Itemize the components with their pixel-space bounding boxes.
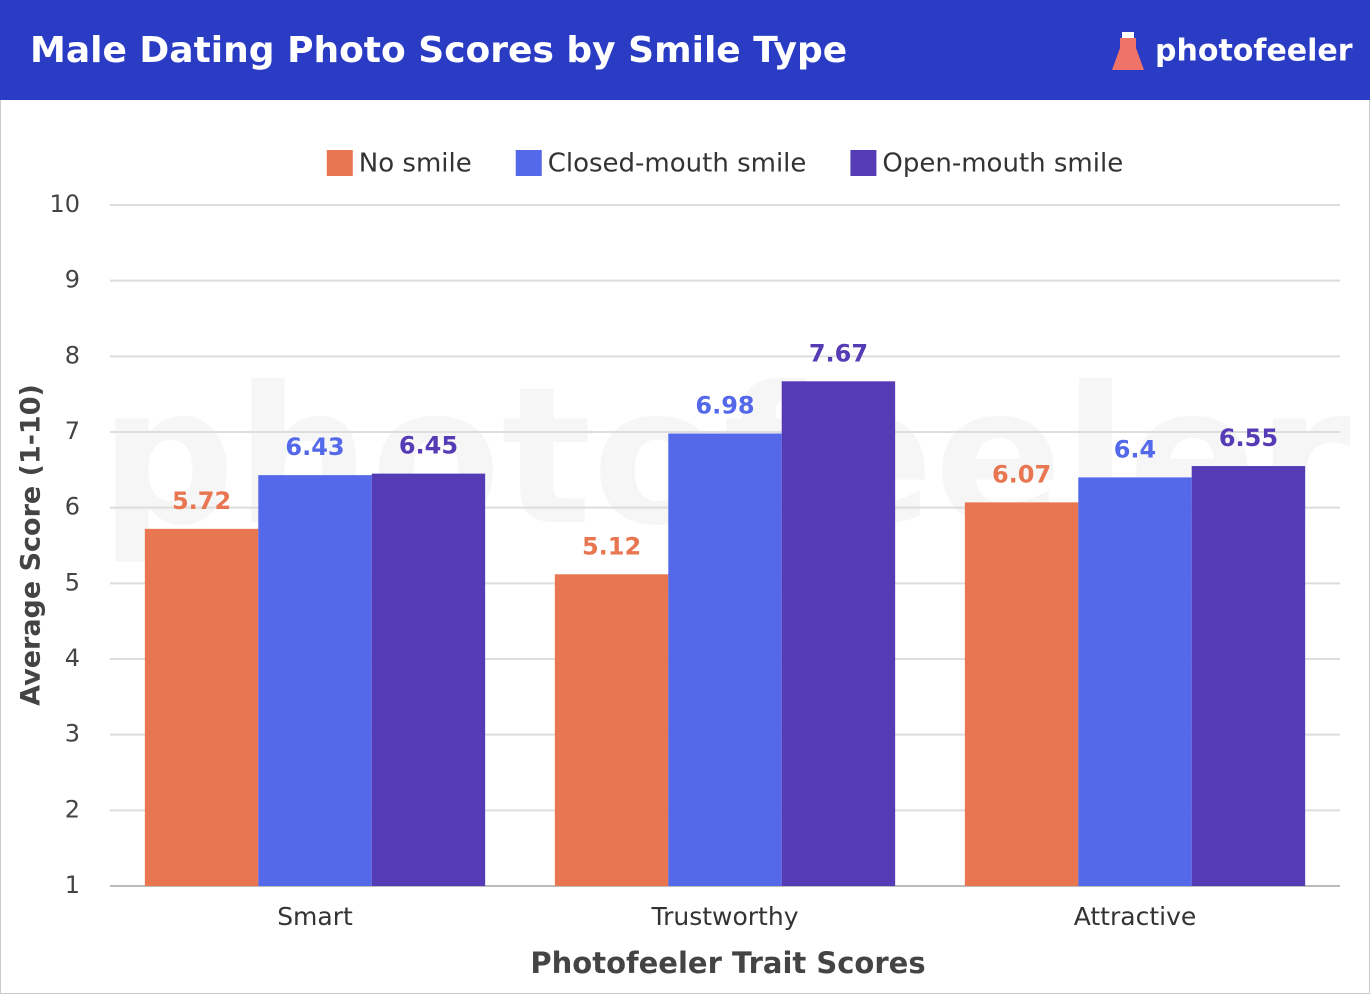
y-tick-label: 6 bbox=[65, 493, 80, 521]
data-label: 7.67 bbox=[809, 339, 868, 367]
data-label: 5.72 bbox=[172, 487, 231, 515]
y-tick-label: 5 bbox=[65, 568, 80, 596]
y-tick-label: 10 bbox=[49, 190, 80, 218]
bar bbox=[554, 574, 669, 886]
chart-title: Male Dating Photo Scores by Smile Type bbox=[30, 30, 847, 71]
bar bbox=[1078, 477, 1192, 886]
data-label: 6.98 bbox=[695, 392, 754, 420]
y-tick-label: 3 bbox=[65, 720, 80, 748]
bar bbox=[371, 473, 486, 886]
x-tick-label: Trustworthy bbox=[650, 902, 798, 931]
bar bbox=[144, 528, 259, 886]
legend-label: Closed-mouth smile bbox=[548, 149, 807, 179]
y-tick-label: 8 bbox=[65, 341, 80, 369]
legend-label: No smile bbox=[359, 149, 472, 179]
data-label: 6.45 bbox=[399, 432, 458, 460]
y-tick-label: 9 bbox=[65, 266, 80, 294]
data-label: 6.43 bbox=[285, 433, 344, 461]
logo-icon bbox=[1112, 32, 1144, 70]
bar bbox=[258, 475, 372, 886]
bar bbox=[668, 433, 782, 886]
legend-label: Open-mouth smile bbox=[882, 149, 1123, 179]
header bbox=[0, 0, 1370, 100]
y-tick-label: 7 bbox=[65, 417, 80, 445]
y-axis-label: Average Score (1-10) bbox=[16, 384, 47, 706]
bar bbox=[964, 502, 1079, 886]
y-tick-label: 1 bbox=[65, 871, 80, 899]
y-tick-label: 2 bbox=[65, 795, 80, 823]
brand: photofeeler bbox=[1155, 34, 1353, 69]
y-tick-label: 4 bbox=[65, 644, 80, 672]
legend-swatch bbox=[515, 150, 542, 176]
data-label: 5.12 bbox=[582, 532, 641, 560]
x-tick-label: Attractive bbox=[1074, 902, 1197, 931]
data-label: 6.4 bbox=[1114, 435, 1157, 463]
bar bbox=[781, 381, 896, 886]
legend-swatch bbox=[850, 150, 877, 176]
data-label: 6.07 bbox=[992, 460, 1051, 488]
x-axis-label: Photofeeler Trait Scores bbox=[530, 946, 925, 980]
x-tick-label: Smart bbox=[277, 902, 353, 931]
bar bbox=[1191, 466, 1306, 886]
data-label: 6.55 bbox=[1219, 424, 1278, 452]
legend-swatch bbox=[326, 150, 353, 176]
